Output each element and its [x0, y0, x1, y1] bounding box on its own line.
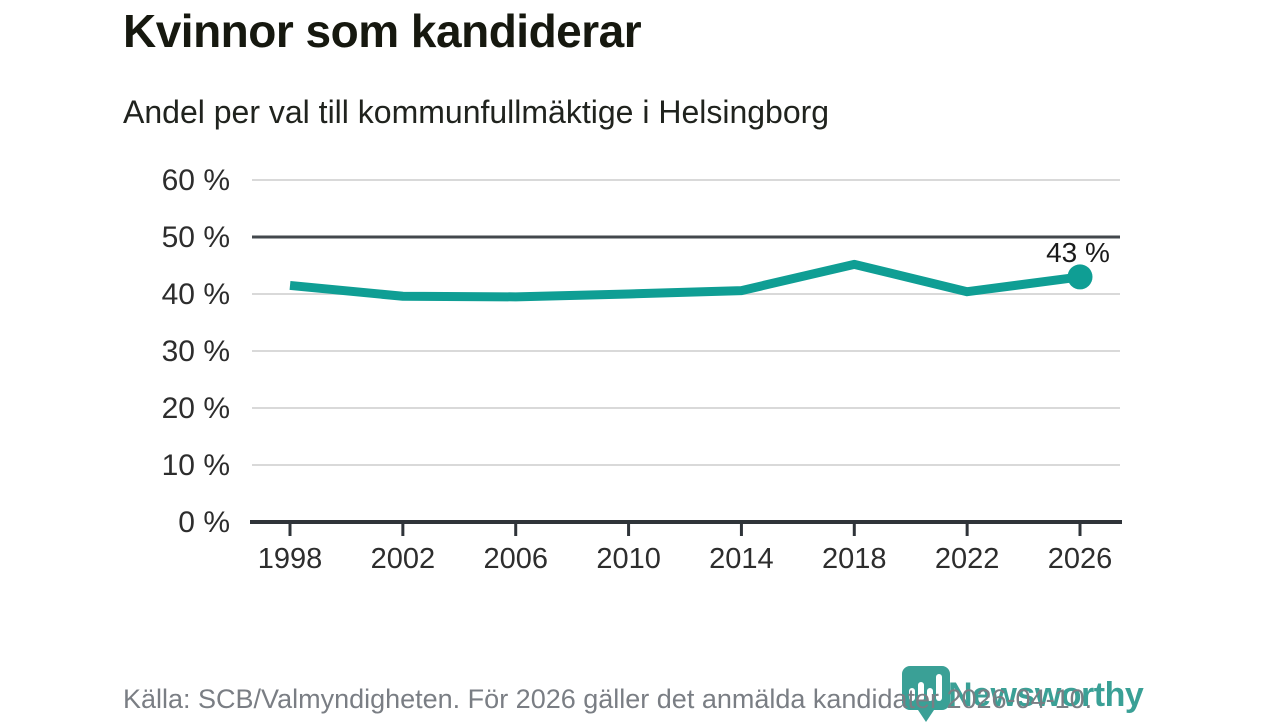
x-tick-label: 2026 [1048, 543, 1113, 575]
y-tick-label: 40 % [162, 278, 230, 311]
x-tick-label: 2002 [371, 543, 436, 575]
x-tick-label: 2018 [822, 543, 887, 575]
newsworthy-logo: Newsworthy [897, 664, 1144, 722]
data-line [289, 259, 1081, 302]
chart-title: Kvinnor som kandiderar [123, 5, 642, 57]
y-tick-label: 60 % [162, 164, 230, 197]
y-tick-label: 10 % [162, 449, 230, 482]
newsworthy-pin-barchart-icon [902, 666, 950, 722]
y-tick-label: 30 % [162, 335, 230, 368]
bar-3 [927, 688, 933, 701]
end-point-label: 43 % [1046, 237, 1110, 268]
bar-2 [918, 682, 924, 701]
bar-1 [909, 688, 915, 701]
y-tick-label: 50 % [162, 221, 230, 254]
chart-subtitle: Andel per val till kommunfullmäktige i H… [123, 94, 830, 130]
y-tick-label: 20 % [162, 392, 230, 425]
source-note: Källa: SCB/Valmyndigheten. För 2026 gäll… [123, 684, 1093, 714]
x-tick-label: 2014 [709, 543, 774, 575]
x-tick-label: 1998 [258, 543, 323, 575]
bar-4 [936, 674, 942, 701]
end-point-marker [1067, 264, 1093, 290]
brand-name: Newsworthy [948, 676, 1144, 714]
x-tick-label: 2010 [596, 543, 661, 575]
y-tick-label: 0 % [178, 506, 230, 539]
x-tick-label: 2006 [483, 543, 548, 575]
x-tick-label: 2022 [935, 543, 1000, 575]
